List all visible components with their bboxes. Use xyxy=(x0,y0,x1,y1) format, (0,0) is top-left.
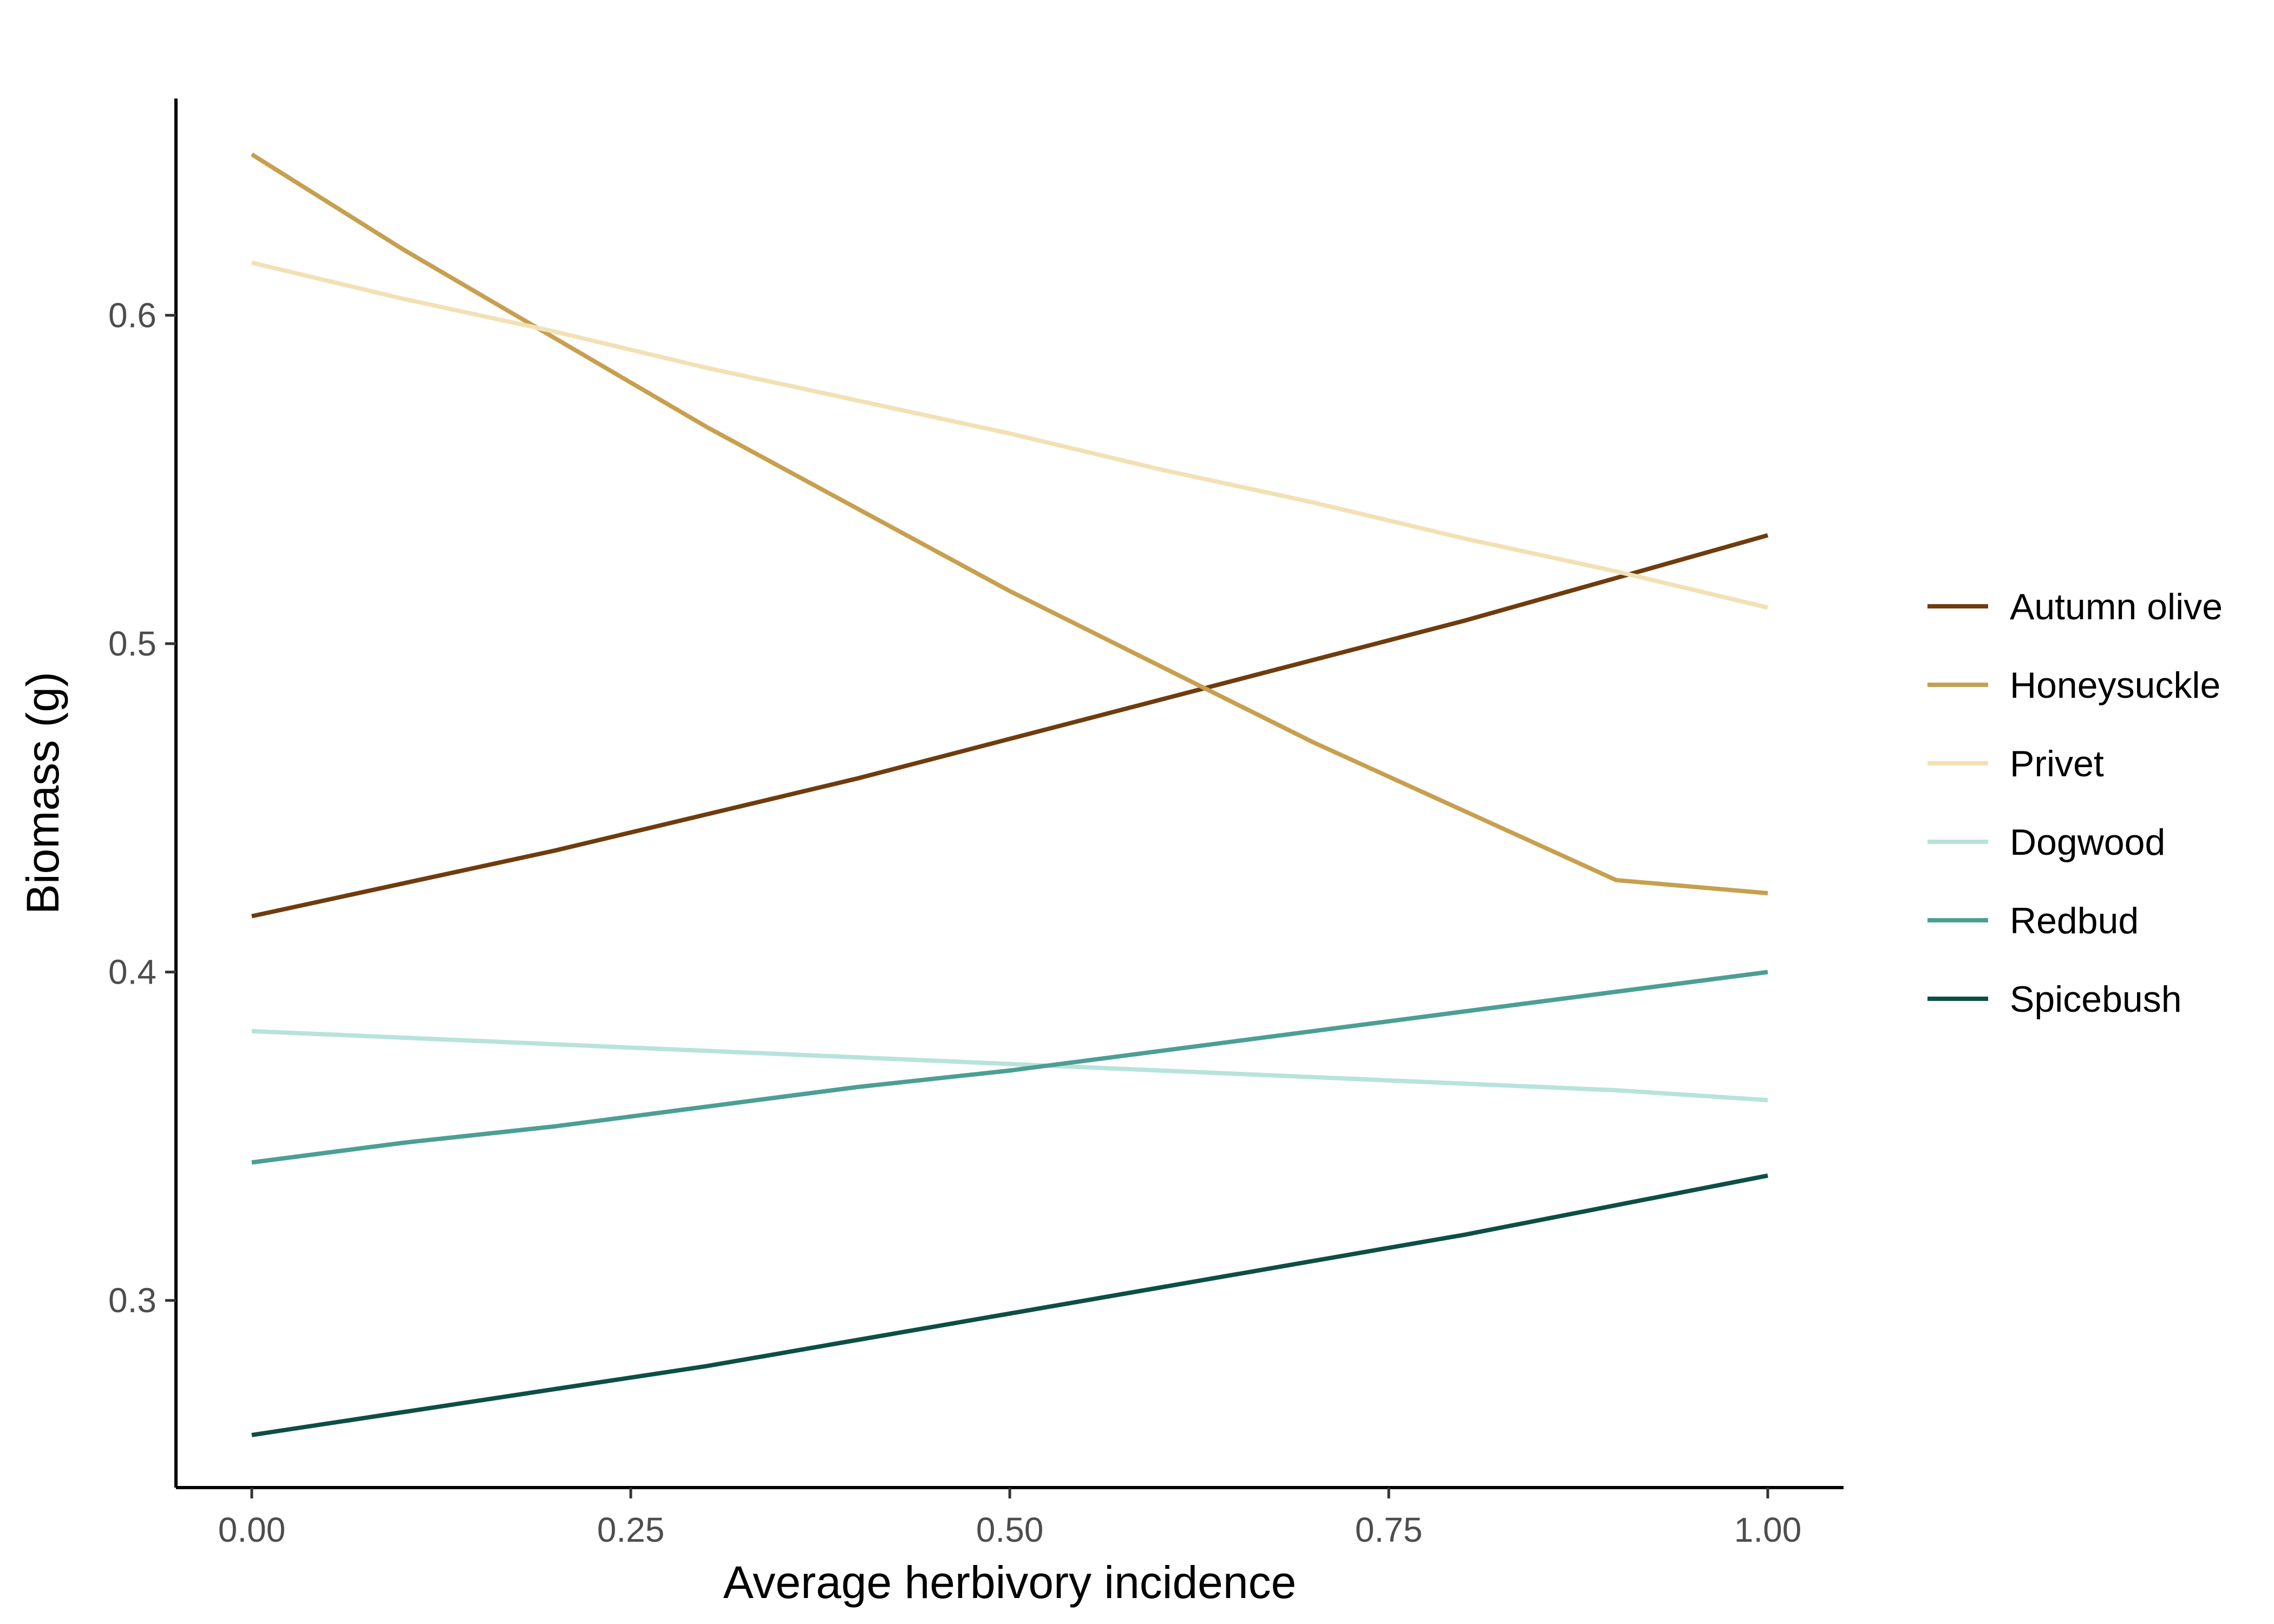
legend-label-honeysuckle: Honeysuckle xyxy=(2010,665,2220,706)
plot-lines xyxy=(250,152,1769,1437)
series-line-redbud xyxy=(251,970,1768,1165)
x-tick-label: 1.00 xyxy=(1734,1510,1802,1549)
series-line-dogwood xyxy=(251,1029,1768,1103)
series-line-autumn-olive xyxy=(251,533,1769,919)
x-axis-title: Average herbivory incidence xyxy=(723,1557,1296,1608)
x-tick-label: 0.00 xyxy=(218,1510,286,1549)
y-axis-ticks: 0.3 0.4 0.5 0.6 xyxy=(108,296,176,1320)
legend-label-dogwood: Dogwood xyxy=(2010,822,2165,863)
y-tick-label: 0.5 xyxy=(108,624,156,663)
series-line-spicebush xyxy=(251,1173,1768,1437)
x-axis-ticks: 0.00 0.25 0.50 0.75 1.00 xyxy=(218,1488,1802,1549)
y-axis-title: Biomass (g) xyxy=(17,672,68,914)
y-tick-label: 0.4 xyxy=(108,953,156,992)
series-line-privet xyxy=(251,260,1768,610)
legend-label-privet: Privet xyxy=(2010,743,2104,784)
legend: Autumn olive Honeysuckle Privet Dogwood Redb… xyxy=(1927,586,2223,1020)
legend-label-spicebush: Spicebush xyxy=(2010,979,2182,1020)
x-tick-label: 0.50 xyxy=(976,1510,1044,1549)
legend-label-autumn-olive: Autumn olive xyxy=(2010,586,2223,627)
y-tick-label: 0.3 xyxy=(108,1281,156,1320)
series-line-honeysuckle xyxy=(250,152,1768,895)
y-tick-label: 0.6 xyxy=(108,296,156,335)
x-tick-label: 0.75 xyxy=(1355,1510,1423,1549)
legend-label-redbud: Redbud xyxy=(2010,900,2139,941)
x-tick-label: 0.25 xyxy=(597,1510,665,1549)
